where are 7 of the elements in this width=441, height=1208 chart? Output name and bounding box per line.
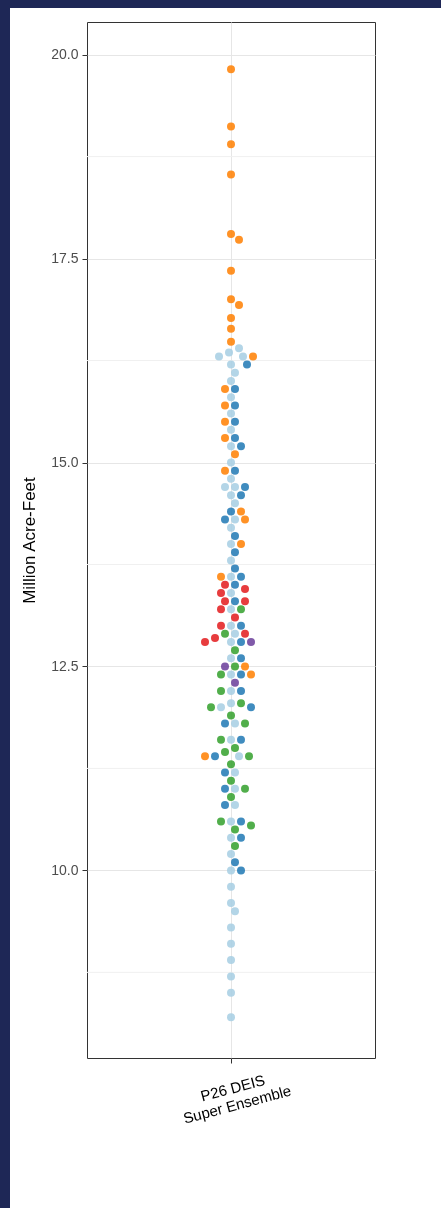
y-tick-label: 12.5 <box>51 657 79 674</box>
y-tick-label: 10.0 <box>51 861 79 878</box>
y-axis-title: Million Acre-Feet <box>20 476 40 604</box>
x-tick-label: P26 DEIS Super Ensemble <box>181 1071 293 1127</box>
y-tick-label: 17.5 <box>51 250 79 267</box>
y-tick-label: 15.0 <box>51 454 79 470</box>
y-tick-label: 20.0 <box>51 46 79 63</box>
